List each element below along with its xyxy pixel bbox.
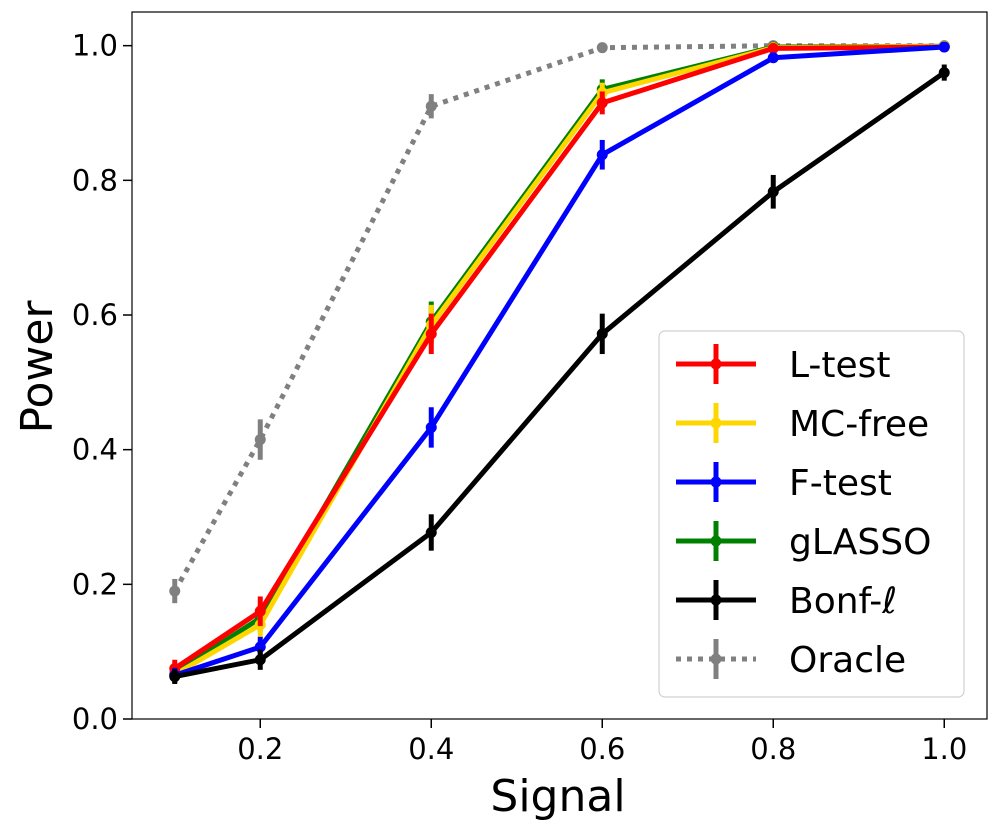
data-point [254, 605, 266, 617]
series-bonf- [169, 64, 950, 684]
data-point [254, 654, 266, 666]
y-tick-label: 0.6 [72, 298, 118, 332]
legend-label: MC-free [789, 404, 929, 445]
plot-area [169, 40, 950, 684]
series-l-test [169, 41, 950, 678]
data-point [169, 671, 181, 683]
legend-swatch-marker [710, 535, 722, 547]
data-point [254, 434, 266, 446]
data-point [596, 42, 608, 54]
legend-item-oracle: Oracle [676, 639, 906, 681]
series-line-bonf- [174, 70, 946, 680]
data-point [254, 641, 266, 653]
data-point [596, 97, 608, 109]
legend-swatch-marker [710, 417, 722, 429]
y-axis-label: Power [12, 300, 63, 434]
series-line-f-test [174, 44, 945, 678]
legend: L-test MC-free F-test gLASSO Bonf-ℓ Oracle [658, 330, 965, 698]
legend-item-l-test: L-test [676, 344, 891, 386]
x-tick-label: 1.0 [921, 732, 967, 766]
data-point [767, 186, 779, 198]
legend-label: Bonf-ℓ [789, 581, 897, 622]
data-point [596, 149, 608, 161]
legend-swatch-marker [710, 476, 722, 488]
data-point [938, 67, 950, 79]
legend-label: L-test [789, 345, 891, 386]
data-point [596, 328, 608, 340]
plot-frame [131, 11, 988, 720]
data-point [425, 328, 437, 340]
data-point [425, 421, 437, 433]
y-tick-label: 0.2 [72, 567, 118, 601]
y-tick-label: 1.0 [72, 29, 118, 63]
legend-item-mc-free: MC-free [676, 403, 929, 445]
legend-swatch-marker [710, 594, 722, 606]
data-point [938, 41, 950, 53]
y-tick-label: 0.8 [72, 163, 118, 197]
data-point [425, 526, 437, 538]
y-tick-label: 0.4 [72, 433, 118, 467]
x-tick-label: 0.6 [579, 732, 625, 766]
series-line-l-test [173, 44, 945, 671]
legend-item-f-test: F-test [676, 462, 892, 504]
data-point [169, 585, 181, 597]
legend-swatch-marker [710, 358, 722, 370]
legend-label: Oracle [789, 640, 906, 681]
x-tick-label: 0.2 [237, 732, 283, 766]
x-tick-label: 0.4 [408, 732, 454, 766]
y-tick-label: 0.0 [72, 702, 118, 736]
legend-item-bonf-: Bonf-ℓ [676, 580, 897, 622]
legend-item-glasso: gLASSO [676, 521, 931, 563]
legend-label: F-test [789, 463, 892, 504]
data-point [767, 42, 779, 54]
legend-swatch-marker [710, 653, 722, 665]
legend-label: gLASSO [789, 522, 931, 563]
data-point [767, 52, 779, 64]
x-axis-label: Signal [490, 771, 625, 822]
data-point [425, 100, 437, 112]
x-tick-label: 0.8 [750, 732, 796, 766]
axes: 0.2 0.4 0.6 0.8 1.0 0.0 0.2 0.4 0.6 0.8 1.0 [72, 11, 988, 766]
